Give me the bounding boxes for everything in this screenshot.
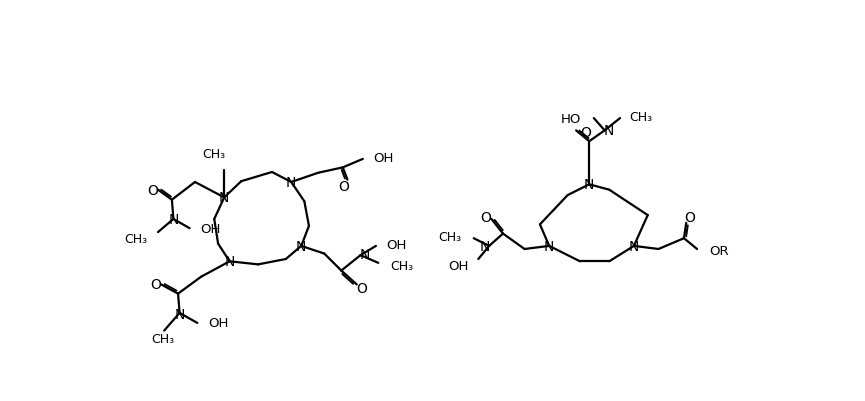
Text: CH₃: CH₃ bbox=[629, 111, 652, 124]
Text: N: N bbox=[359, 247, 369, 261]
Text: N: N bbox=[584, 178, 594, 192]
Text: N: N bbox=[544, 239, 554, 253]
Text: OH: OH bbox=[208, 317, 228, 330]
Text: N: N bbox=[219, 191, 229, 205]
Text: O: O bbox=[151, 278, 161, 292]
Text: OH: OH bbox=[201, 222, 221, 235]
Text: OR: OR bbox=[709, 245, 729, 257]
Text: HO: HO bbox=[561, 112, 581, 125]
Text: O: O bbox=[685, 210, 695, 224]
Text: N: N bbox=[629, 239, 639, 253]
Text: CH₃: CH₃ bbox=[202, 148, 226, 160]
Text: O: O bbox=[481, 211, 491, 225]
Text: N: N bbox=[175, 308, 185, 322]
Text: OH: OH bbox=[449, 259, 469, 272]
Text: OH: OH bbox=[374, 152, 394, 164]
Text: CH₃: CH₃ bbox=[439, 231, 461, 243]
Text: O: O bbox=[147, 183, 158, 197]
Text: O: O bbox=[338, 179, 349, 193]
Text: N: N bbox=[168, 213, 178, 227]
Text: N: N bbox=[480, 239, 490, 253]
Text: O: O bbox=[356, 282, 368, 296]
Text: CH₃: CH₃ bbox=[151, 332, 174, 345]
Text: CH₃: CH₃ bbox=[124, 232, 147, 245]
Text: N: N bbox=[286, 176, 297, 190]
Text: CH₃: CH₃ bbox=[391, 260, 413, 273]
Text: OH: OH bbox=[387, 238, 407, 251]
Text: N: N bbox=[296, 239, 306, 253]
Text: O: O bbox=[580, 126, 591, 140]
Text: N: N bbox=[224, 255, 234, 269]
Text: N: N bbox=[603, 124, 613, 138]
